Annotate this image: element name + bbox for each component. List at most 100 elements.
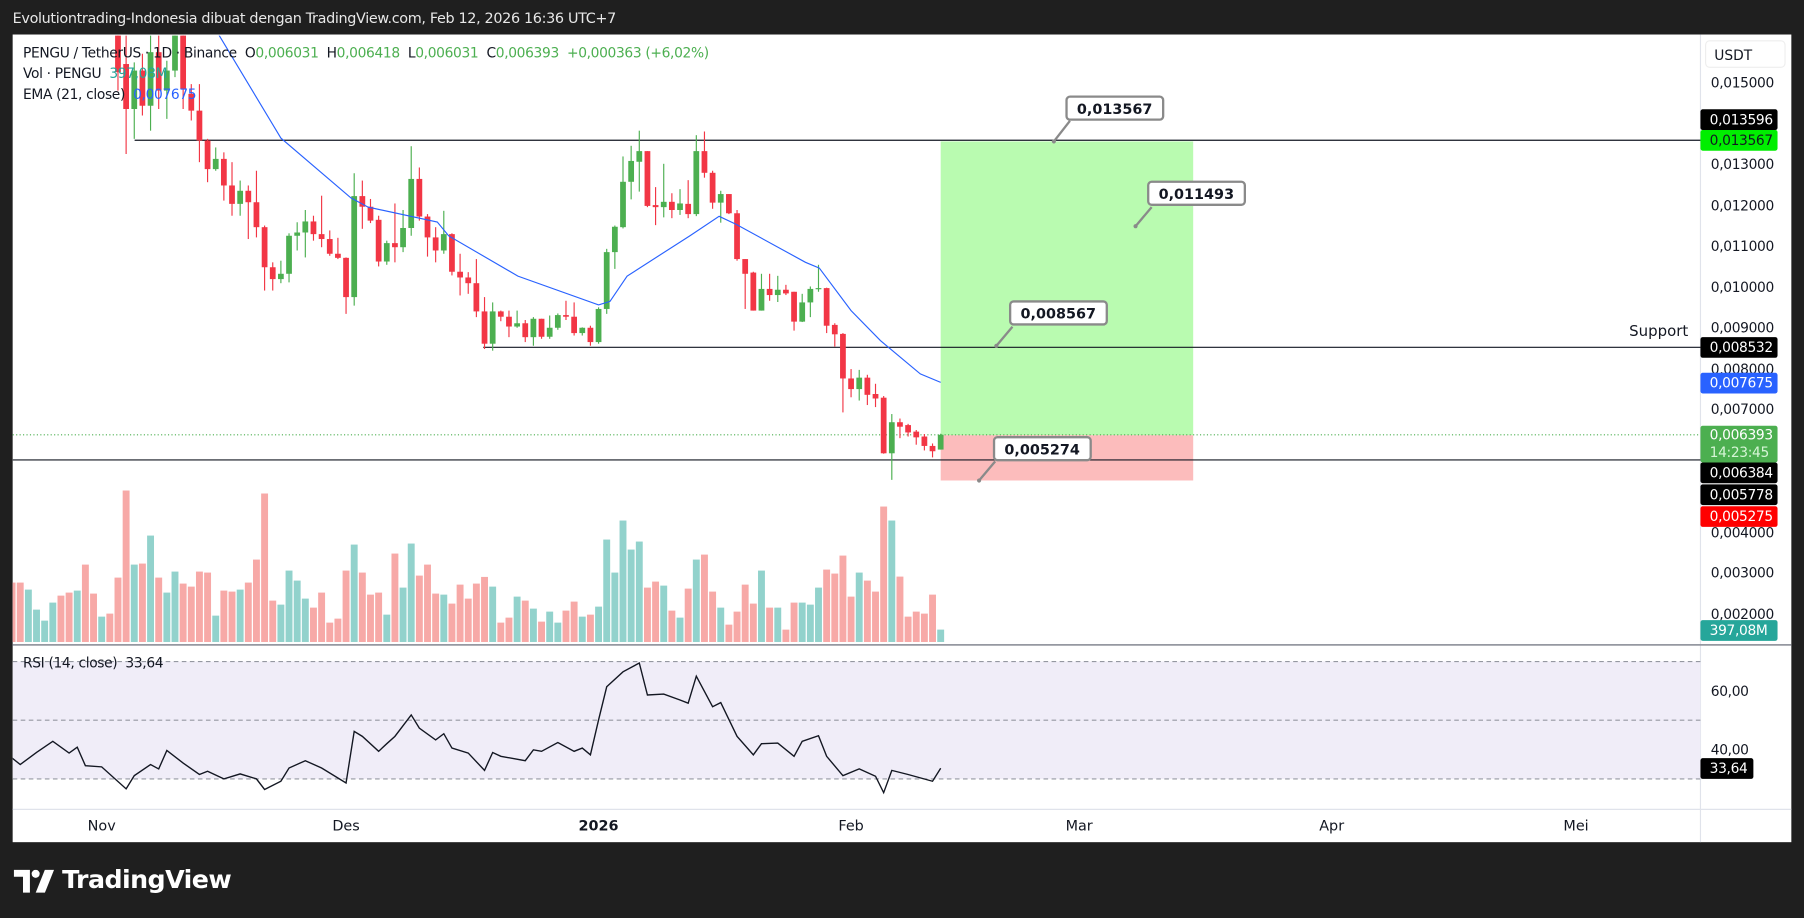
price-tick-label: 0,009000: [1710, 320, 1774, 337]
candle-body: [660, 201, 667, 208]
volume-bar: [456, 584, 464, 642]
low-label: L: [407, 44, 416, 61]
stop-callout[interactable]: 0,005274: [992, 436, 1092, 462]
volume-value: 397,08M: [109, 65, 168, 82]
candle-body: [831, 324, 838, 335]
price-tick-label: 0,007000: [1710, 401, 1774, 418]
support-text[interactable]: Support: [1629, 323, 1689, 341]
candle-body: [123, 64, 129, 110]
volume-bar: [505, 617, 513, 642]
volume-bar: [41, 620, 49, 642]
volume-bar: [155, 577, 163, 642]
low-line-price-badge: 0,005778: [1700, 484, 1778, 506]
volume-bar: [220, 590, 228, 642]
price-tick-label: 0,013000: [1710, 156, 1774, 173]
snapshot-title: Evolutiontrading-Indonesia dibuat dengan…: [12, 9, 617, 27]
logo-text: TradingView: [62, 866, 232, 896]
candle-body: [913, 431, 920, 438]
volume-bar: [668, 610, 676, 642]
volume-bar: [187, 586, 195, 642]
candle-body: [514, 323, 520, 327]
price-tick-label: 0,010000: [1710, 279, 1774, 296]
callout-pointer: [1134, 206, 1153, 227]
tp1-callout[interactable]: 0,008567: [1008, 300, 1108, 326]
volume-bar: [293, 580, 301, 642]
volume-bar: [81, 564, 89, 642]
candle-body: [701, 151, 708, 173]
currency-selector[interactable]: USDT: [1705, 40, 1786, 68]
tradingview-logo-icon: [13, 869, 55, 893]
last-price-badge: 0,006393 14:23:45: [1700, 425, 1778, 463]
candle-body: [253, 202, 260, 228]
candle-body: [424, 216, 431, 238]
candle-body: [554, 315, 561, 328]
volume-label[interactable]: Vol · PENGU: [23, 65, 102, 82]
volume-bar: [643, 587, 651, 642]
target-callout[interactable]: 0,013567: [1065, 95, 1164, 121]
volume-bar: [839, 555, 847, 642]
rsi-label[interactable]: RSI (14, close): [23, 654, 118, 671]
callout-anchor: [994, 343, 999, 348]
volume-bar: [652, 581, 660, 642]
price-tick-label: 0,002000: [1710, 606, 1774, 623]
volume-bar: [147, 535, 155, 642]
price-tick-label: 0,003000: [1710, 565, 1774, 582]
candle-body: [294, 232, 301, 236]
candle-body: [603, 252, 610, 309]
candle-body: [685, 203, 692, 215]
candle-body: [416, 178, 423, 217]
ema-value: 0,007675: [133, 86, 197, 103]
volume-bar: [554, 622, 562, 642]
volume-bar: [334, 618, 342, 642]
volume-bar: [236, 589, 244, 642]
volume-bar: [570, 601, 578, 642]
candle-body: [628, 160, 635, 182]
volume-bar: [904, 616, 912, 642]
volume-bar: [407, 543, 415, 642]
symbol-legend[interactable]: PENGU / TetherUS · 1D · Binance O0,00603…: [23, 45, 709, 61]
volume-legend[interactable]: Vol · PENGU 397,08M: [23, 66, 167, 82]
stop-price-badge: 0,005275: [1700, 506, 1778, 527]
volume-bar: [122, 490, 130, 642]
high-value: 0,006418: [336, 44, 400, 61]
tradingview-logo[interactable]: TradingView: [13, 866, 232, 896]
ema-series: [218, 35, 941, 383]
candle-body: [188, 93, 195, 111]
candle-body: [172, 35, 178, 71]
candle-body: [840, 333, 846, 379]
volume-badge: 397,08M: [1700, 620, 1778, 641]
candle-body: [717, 194, 724, 203]
volume-bar: [823, 569, 831, 642]
volume-bar: [212, 615, 220, 642]
volume-bar: [464, 598, 472, 642]
rsi-legend[interactable]: RSI (14, close) 33,64: [23, 654, 164, 671]
volume-bar: [497, 622, 505, 642]
volume-bar: [391, 553, 399, 642]
tp2-callout[interactable]: 0,011493: [1147, 180, 1246, 206]
volume-bar: [138, 563, 146, 642]
volume-bar: [114, 577, 122, 642]
volume-bar: [472, 583, 480, 642]
volume-bar: [562, 610, 570, 642]
candle-series: [115, 35, 944, 480]
volume-bar: [595, 606, 603, 642]
volume-bar: [619, 520, 627, 642]
volume-bar: [896, 576, 904, 642]
candle-body: [204, 140, 211, 170]
ema-legend[interactable]: EMA (21, close) 0,007675: [23, 86, 197, 103]
volume-bar: [228, 591, 236, 642]
volume-bar: [888, 520, 896, 642]
symbol-name[interactable]: PENGU / TetherUS · 1D · Binance: [23, 44, 237, 61]
candle-body: [220, 158, 227, 186]
volume-bar: [684, 588, 692, 642]
drawings-layer: [12, 139, 1701, 481]
volume-bar: [847, 596, 855, 642]
entry-price-badge: 0,006384: [1700, 462, 1778, 484]
candle-body: [823, 288, 830, 326]
volume-bar: [798, 602, 806, 642]
candle-body: [457, 271, 463, 278]
ema-label[interactable]: EMA (21, close): [23, 86, 125, 103]
volume-bar: [375, 592, 383, 642]
